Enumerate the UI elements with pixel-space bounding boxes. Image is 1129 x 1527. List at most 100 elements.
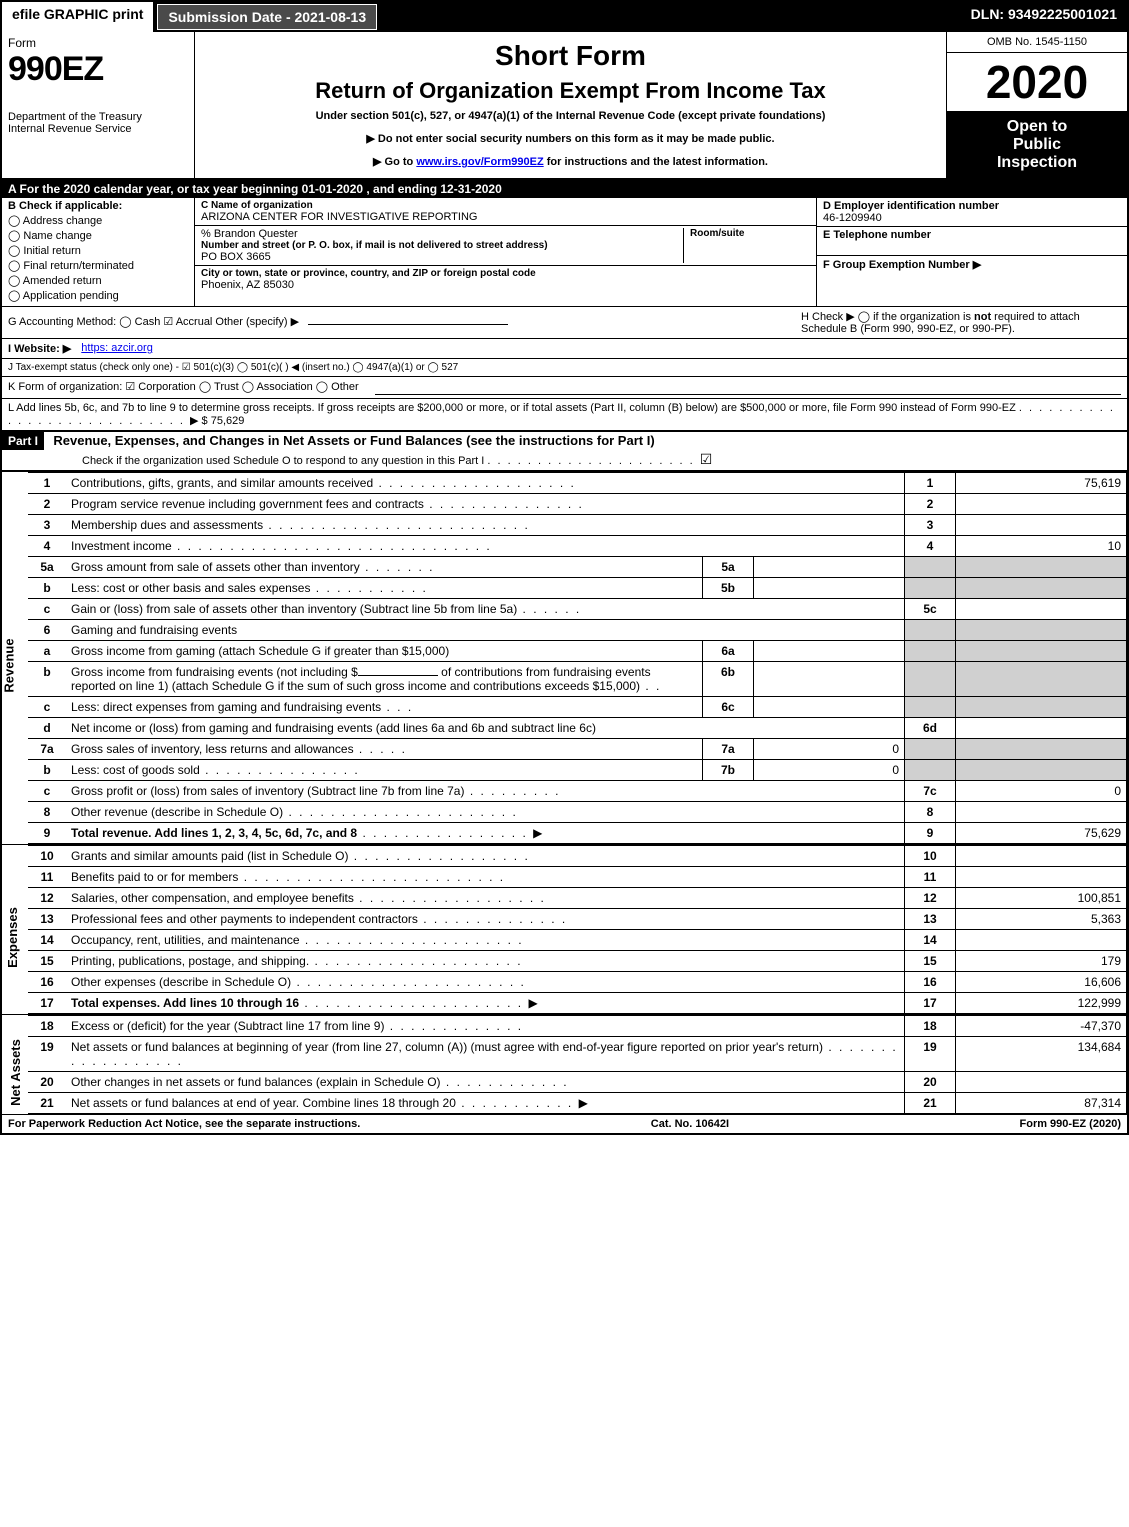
ln: b xyxy=(28,578,66,599)
col-de: D Employer identification number 46-1209… xyxy=(816,198,1127,306)
line-4: 4 Investment income . . . . . . . . . . … xyxy=(28,536,1127,557)
line-14: 14 Occupancy, rent, utilities, and maint… xyxy=(28,930,1127,951)
amt xyxy=(956,718,1127,739)
line-k-text: K Form of organization: ☑ Corporation ◯ … xyxy=(8,380,359,395)
note2-post: for instructions and the latest informat… xyxy=(544,156,768,168)
revenue-side-label: Revenue xyxy=(2,472,28,844)
check-application-pending[interactable]: ◯ Application pending xyxy=(8,289,188,302)
website-link[interactable]: https: azcir.org xyxy=(81,342,153,355)
amt: 100,851 xyxy=(956,888,1127,909)
check-amended-return[interactable]: ◯ Amended return xyxy=(8,274,188,287)
subval: 0 xyxy=(754,739,905,760)
ln: 7a xyxy=(28,739,66,760)
note2-pre: ▶ Go to xyxy=(373,156,416,168)
ln: 6 xyxy=(28,620,66,641)
grey xyxy=(956,641,1127,662)
check-initial-return[interactable]: ◯ Initial return xyxy=(8,244,188,257)
line-6a: a Gross income from gaming (attach Sched… xyxy=(28,641,1127,662)
part-1-sub-text: Check if the organization used Schedule … xyxy=(82,455,484,467)
header-note-ssn: ▶ Do not enter social security numbers o… xyxy=(201,132,940,145)
revenue-table: 1 Contributions, gifts, grants, and simi… xyxy=(28,472,1127,844)
org-name: ARIZONA CENTER FOR INVESTIGATIVE REPORTI… xyxy=(201,211,810,223)
line-11: 11 Benefits paid to or for members . . .… xyxy=(28,867,1127,888)
check-name-change[interactable]: ◯ Name change xyxy=(8,229,188,242)
header-subtext: Under section 501(c), 527, or 4947(a)(1)… xyxy=(201,110,940,122)
rn: 21 xyxy=(905,1093,956,1114)
sub: 6a xyxy=(703,641,754,662)
tax-year: 2020 xyxy=(947,53,1127,112)
amt: 134,684 xyxy=(956,1037,1127,1072)
ein: 46-1209940 xyxy=(823,212,1121,224)
check-label: Initial return xyxy=(23,245,80,257)
ln: 15 xyxy=(28,951,66,972)
footer-left: For Paperwork Reduction Act Notice, see … xyxy=(8,1118,360,1130)
line-20: 20 Other changes in net assets or fund b… xyxy=(28,1072,1127,1093)
grey xyxy=(905,557,956,578)
street: PO BOX 3665 xyxy=(201,251,683,263)
line-12: 12 Salaries, other compensation, and emp… xyxy=(28,888,1127,909)
rn: 17 xyxy=(905,993,956,1014)
expenses-side-label: Expenses xyxy=(2,845,28,1014)
info-grid: B Check if applicable: ◯ Address change … xyxy=(2,198,1127,307)
ln: 18 xyxy=(28,1016,66,1037)
desc: Other expenses (describe in Schedule O) xyxy=(71,975,291,989)
desc-pre: Gross income from fundraising events (no… xyxy=(71,665,358,679)
desc: Grants and similar amounts paid (list in… xyxy=(71,849,348,863)
rn: 20 xyxy=(905,1072,956,1093)
netassets-side-label: Net Assets xyxy=(2,1015,28,1114)
line-6: 6 Gaming and fundraising events xyxy=(28,620,1127,641)
footer-right: Form 990-EZ (2020) xyxy=(1020,1118,1121,1130)
irs-link[interactable]: www.irs.gov/Form990EZ xyxy=(416,156,543,168)
line-5c: c Gain or (loss) from sale of assets oth… xyxy=(28,599,1127,620)
part-1-check[interactable]: ☑ xyxy=(700,452,713,468)
form-number: 990EZ xyxy=(8,50,188,89)
org-name-label: C Name of organization xyxy=(201,200,810,211)
phone-row: E Telephone number xyxy=(817,227,1127,256)
room-label: Room/suite xyxy=(690,228,810,239)
line-7c: c Gross profit or (loss) from sales of i… xyxy=(28,781,1127,802)
check-final-return[interactable]: ◯ Final return/terminated xyxy=(8,259,188,272)
ln: 2 xyxy=(28,494,66,515)
ln: 21 xyxy=(28,1093,66,1114)
line-l-text: L Add lines 5b, 6c, and 7b to line 9 to … xyxy=(8,402,1016,414)
ln: b xyxy=(28,662,66,697)
ln: 8 xyxy=(28,802,66,823)
ln: 17 xyxy=(28,993,66,1014)
header-left: Form 990EZ Department of the Treasury In… xyxy=(2,32,195,178)
amt: 0 xyxy=(956,781,1127,802)
line-16: 16 Other expenses (describe in Schedule … xyxy=(28,972,1127,993)
expenses-label-text: Expenses xyxy=(5,907,20,968)
desc: Professional fees and other payments to … xyxy=(71,912,418,926)
check-address-change[interactable]: ◯ Address change xyxy=(8,214,188,227)
line-19: 19 Net assets or fund balances at beginn… xyxy=(28,1037,1127,1072)
desc: Other changes in net assets or fund bala… xyxy=(71,1075,441,1089)
rn: 7c xyxy=(905,781,956,802)
amt xyxy=(956,599,1127,620)
line-a-tax-year: A For the 2020 calendar year, or tax yea… xyxy=(2,180,1127,198)
top-spacer xyxy=(379,2,961,32)
desc: Total revenue. Add lines 1, 2, 3, 4, 5c,… xyxy=(71,826,357,840)
line-j-text: J Tax-exempt status (check only one) - ☑… xyxy=(8,362,458,373)
expenses-table: 10 Grants and similar amounts paid (list… xyxy=(28,845,1127,1014)
rn: 11 xyxy=(905,867,956,888)
city: Phoenix, AZ 85030 xyxy=(201,279,810,291)
desc: Gross income from gaming (attach Schedul… xyxy=(66,641,703,662)
grey xyxy=(905,620,956,641)
form-page: efile GRAPHIC print Submission Date - 20… xyxy=(0,0,1129,1135)
line-13: 13 Professional fees and other payments … xyxy=(28,909,1127,930)
ln: b xyxy=(28,760,66,781)
rn: 6d xyxy=(905,718,956,739)
desc: Less: direct expenses from gaming and fu… xyxy=(71,700,381,714)
rn: 8 xyxy=(905,802,956,823)
amt: -47,370 xyxy=(956,1016,1127,1037)
desc: Excess or (deficit) for the year (Subtra… xyxy=(71,1019,384,1033)
grey xyxy=(905,739,956,760)
line-h: H Check ▶ ◯ if the organization is not r… xyxy=(801,310,1121,335)
line-h-not: not xyxy=(974,311,991,323)
ln: 16 xyxy=(28,972,66,993)
amt xyxy=(956,1072,1127,1093)
subval xyxy=(754,641,905,662)
grey xyxy=(905,662,956,697)
efile-print[interactable]: efile GRAPHIC print xyxy=(2,2,155,32)
line-k-fill xyxy=(375,380,1121,395)
